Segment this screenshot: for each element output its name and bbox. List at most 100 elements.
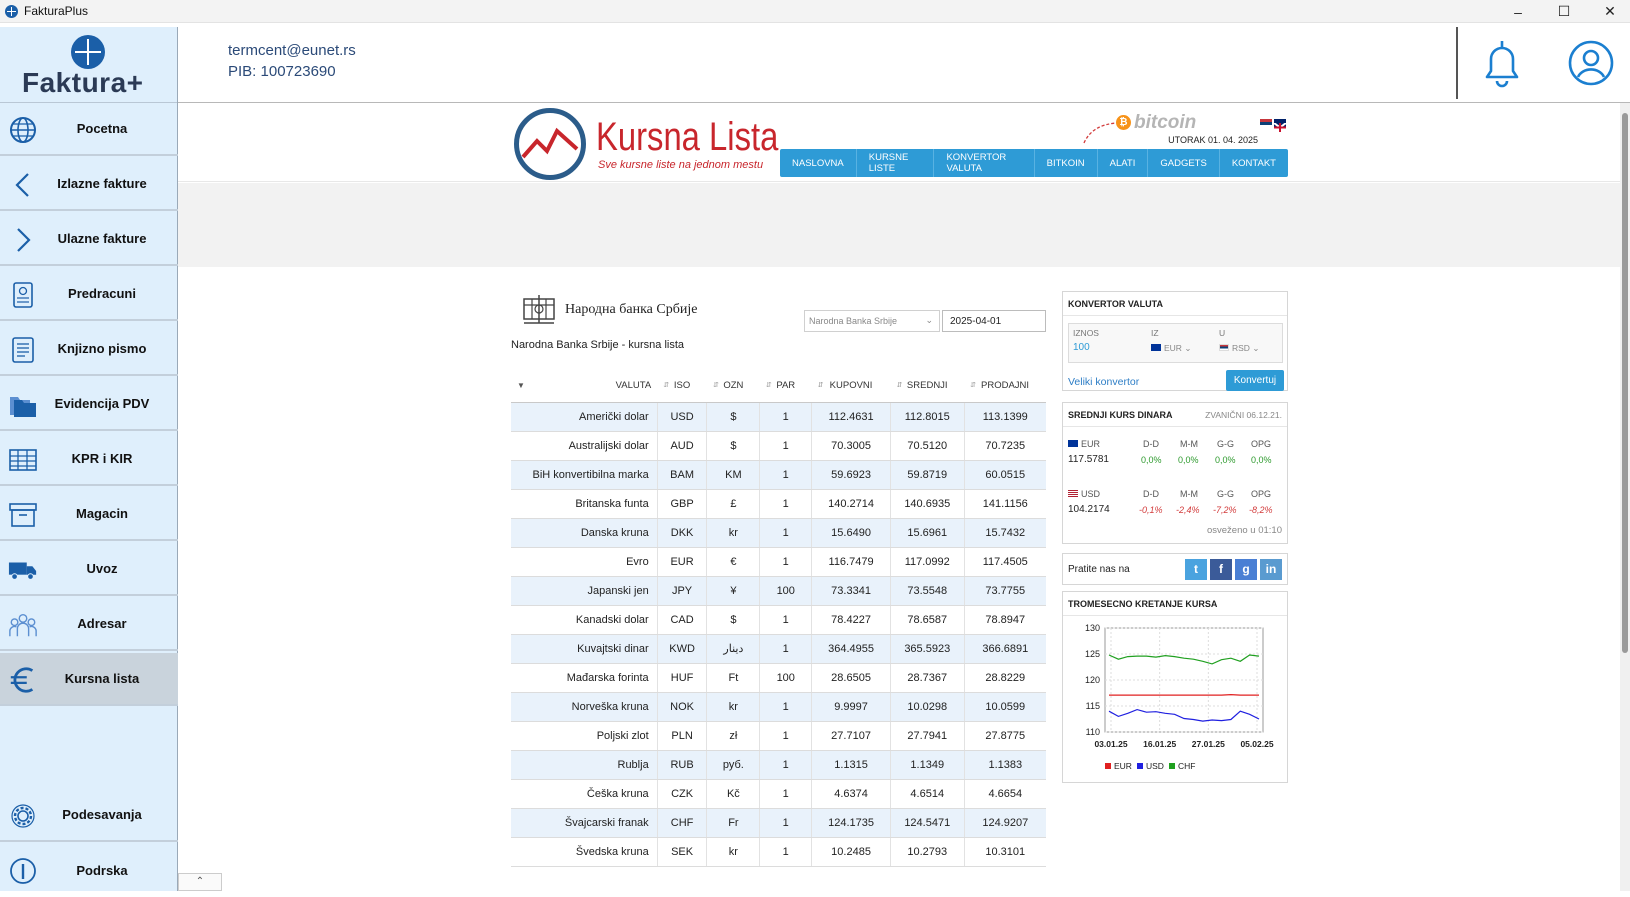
bank-select[interactable]: Narodna Banka Srbije ⌄ xyxy=(804,310,940,332)
table-cell-ozn: kr xyxy=(706,518,761,548)
sidebar-item-predracuni[interactable]: Predracuni xyxy=(0,268,178,321)
nav-konvertor-valuta[interactable]: KONVERTOR VALUTA xyxy=(934,149,1035,177)
column-srednji[interactable]: ⇵ SREDNJI xyxy=(890,370,965,403)
table-cell-valuta: Poljski zlot xyxy=(511,721,658,751)
column-kupovni[interactable]: ⇵ KUPOVNI xyxy=(811,370,891,403)
nbs-emblem-icon xyxy=(520,293,558,327)
table-cell-kupovni: 124.1735 xyxy=(811,808,891,838)
bell-icon[interactable] xyxy=(1477,37,1527,89)
chart-x-tick-label: 05.02.25 xyxy=(1240,739,1273,749)
table-cell-srednji: 112.8015 xyxy=(890,402,965,432)
chart-x-tick-label: 16.01.25 xyxy=(1143,739,1176,749)
table-cell-prodajni: 78.8947 xyxy=(964,605,1046,635)
table-cell-kupovni: 364.4955 xyxy=(811,634,891,664)
column-par[interactable]: ⇵ PAR xyxy=(759,370,812,403)
sidebar-item-kursna-lista[interactable]: Kursna lista xyxy=(0,653,178,706)
label-dd: D-D xyxy=(1143,489,1159,499)
nav-alati[interactable]: ALATI xyxy=(1098,149,1149,177)
table-cell-prodajni: 27.8775 xyxy=(964,721,1046,751)
sidebar-item-ulazne-fakture[interactable]: Ulazne fakture xyxy=(0,213,178,266)
konvertuj-button[interactable]: Konvertuj xyxy=(1226,370,1284,391)
table-cell-kupovni: 10.2485 xyxy=(811,837,891,867)
bitcoin-link[interactable]: bitcoin xyxy=(1134,112,1197,133)
globe-icon xyxy=(8,115,38,145)
sidebar-item-magacin[interactable]: Magacin xyxy=(0,488,178,541)
sidebar-item-kpr-i-kir[interactable]: KPR i KIR xyxy=(0,433,178,486)
nav-kursne-liste[interactable]: KURSNE LISTE xyxy=(857,149,935,177)
table-row: Kuvajtski dinar KWD دينار 1 364.4955 365.5923… xyxy=(511,634,1046,664)
sidebar-item-podrska[interactable]: Podrska xyxy=(0,844,178,897)
table-cell-kupovni: 4.6374 xyxy=(811,779,891,809)
close-button[interactable]: ✕ xyxy=(1604,3,1616,19)
table-row: Danska kruna DKK kr 1 15.6490 15.6961 15.7432 xyxy=(511,518,1046,548)
sidebar-item-adresar[interactable]: Adresar xyxy=(0,598,178,651)
sidebar-item-podesavanja[interactable]: Podesavanja xyxy=(0,789,178,842)
nav-naslovna[interactable]: NASLOVNA xyxy=(780,149,857,177)
sidebar-item-label: Knjizno pismo xyxy=(57,341,147,356)
scroll-up-button[interactable]: ⌃ xyxy=(178,873,222,891)
google-plus-icon[interactable]: g xyxy=(1235,559,1257,580)
chart-series-line-usd xyxy=(1108,708,1260,722)
sidebar-item-uvoz[interactable]: Uvoz xyxy=(0,543,178,596)
table-cell-ozn: kr xyxy=(706,837,761,867)
label-opg: OPG xyxy=(1251,439,1272,449)
table-cell-prodajni: 124.9207 xyxy=(964,808,1046,838)
vertical-scrollbar[interactable] xyxy=(1620,103,1630,891)
table-header-row: ▼ VALUTA ⇵ ISO ⇵ OZN ⇵ PAR ⇵ KUPOVNI ⇵ SREDNJI… xyxy=(511,370,1046,403)
date-input[interactable]: 2025-04-01 xyxy=(942,310,1046,332)
nav-gadgets[interactable]: GADGETS xyxy=(1148,149,1220,177)
column-ozn[interactable]: ⇵ OZN xyxy=(706,370,760,403)
linkedin-icon[interactable]: in xyxy=(1260,559,1282,580)
column-iso[interactable]: ⇵ ISO xyxy=(657,370,707,403)
serbian-flag-icon[interactable] xyxy=(1260,119,1272,128)
table-cell-par: 1 xyxy=(759,721,813,751)
archive-box-icon xyxy=(8,500,38,530)
chart-y-tick-label: 120 xyxy=(1085,675,1100,685)
table-cell-par: 1 xyxy=(759,750,813,780)
column-prodajni[interactable]: ⇵ PRODAJNI xyxy=(964,370,1046,403)
amount-input[interactable]: 100 xyxy=(1073,342,1090,353)
uk-flag-icon[interactable] xyxy=(1273,119,1287,133)
document-icon xyxy=(8,335,38,365)
facebook-icon[interactable]: f xyxy=(1210,559,1232,580)
sidebar-item-evidencija-pdv[interactable]: Evidencija PDV xyxy=(0,378,178,431)
table-cell-iso: BAM xyxy=(657,460,708,490)
ad-banner-area xyxy=(178,183,1620,267)
table-cell-par: 1 xyxy=(759,431,813,461)
table-cell-iso: AUD xyxy=(657,431,708,461)
eu-flag-icon xyxy=(1068,440,1078,447)
sidebar-item-label: Izlazne fakture xyxy=(57,176,147,191)
nav-kontakt[interactable]: KONTAKT xyxy=(1231,157,1276,169)
to-currency-select[interactable]: RSD ⌄ xyxy=(1219,343,1259,354)
table-cell-par: 1 xyxy=(759,692,813,722)
from-currency-select[interactable]: EUR ⌄ xyxy=(1151,343,1191,354)
table-cell-kupovni: 112.4631 xyxy=(811,402,891,432)
table-row: Švedska kruna SEK kr 1 10.2485 10.2793 10.3101 xyxy=(511,837,1046,867)
column-valuta[interactable]: ▼ VALUTA xyxy=(511,370,658,403)
to-label: U xyxy=(1219,328,1226,338)
table-cell-par: 1 xyxy=(759,808,813,838)
scrollbar-thumb[interactable] xyxy=(1622,113,1628,653)
sidebar-item-izlazne-fakture[interactable]: Izlazne fakture xyxy=(0,158,178,211)
sidebar-item-pocetna[interactable]: Pocetna xyxy=(0,103,178,156)
nav-bitkoin[interactable]: BITKOIN xyxy=(1035,149,1098,177)
minimize-button[interactable]: – xyxy=(1514,3,1522,20)
table-row: BiH konvertibilna marka BAM KM 1 59.6923 59.8… xyxy=(511,460,1046,490)
sidebar-item-knjizno-pismo[interactable]: Knjizno pismo xyxy=(0,323,178,376)
chart-legend-label-usd: USD xyxy=(1146,761,1164,771)
middle-rate-widget: SREDNJI KURS DINARA ZVANIČNI 06.12.21. E… xyxy=(1062,402,1288,544)
veliki-konvertor-link[interactable]: Veliki konvertor xyxy=(1068,376,1140,388)
trend-title: TROMESECNO KRETANJE KURSA xyxy=(1063,592,1287,616)
table-cell-srednji: 140.6935 xyxy=(890,489,965,519)
sort-icon: ⇵ xyxy=(712,382,719,389)
table-cell-valuta: Češka kruna xyxy=(511,779,658,809)
info-icon xyxy=(8,856,38,886)
user-avatar-icon[interactable] xyxy=(1567,39,1615,87)
twitter-icon[interactable]: t xyxy=(1185,559,1207,580)
sidebar-item-label: Pocetna xyxy=(76,121,128,136)
table-cell-srednji: 28.7367 xyxy=(890,663,965,693)
maximize-button[interactable]: ☐ xyxy=(1557,3,1571,19)
table-cell-kupovni: 73.3341 xyxy=(811,576,891,606)
site-navigation: NASLOVNA KURSNE LISTE KONVERTOR VALUTA B… xyxy=(780,149,1288,177)
table-cell-iso: PLN xyxy=(657,721,708,751)
